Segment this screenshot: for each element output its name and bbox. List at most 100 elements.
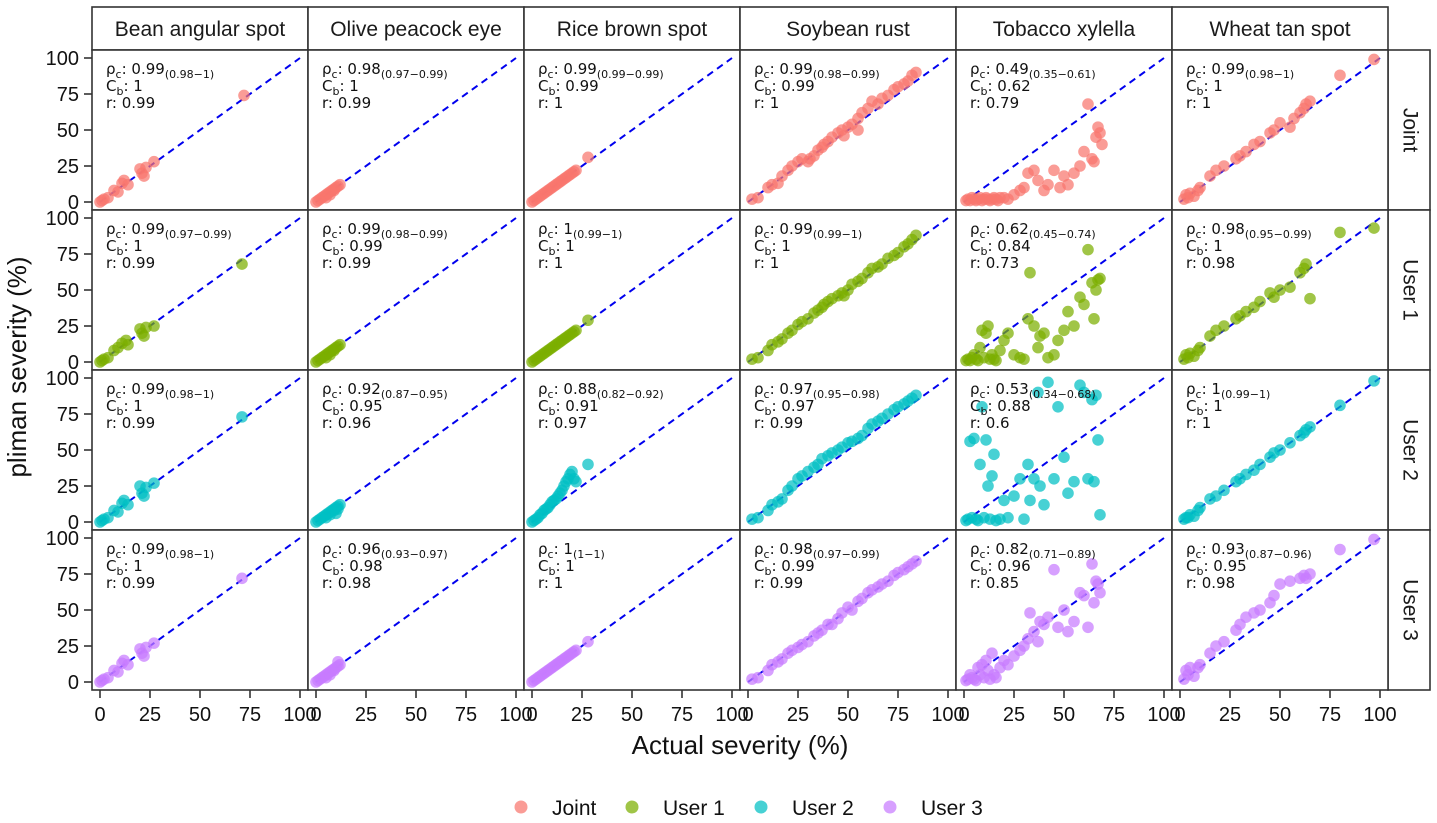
stat-r-value: 0.6 xyxy=(986,414,1010,432)
data-point xyxy=(1082,621,1094,634)
y-tick-label: 50 xyxy=(57,600,79,622)
stat-rho: ρc: 0.96(0.93−0.97) xyxy=(322,540,448,561)
data-point xyxy=(1062,625,1074,638)
data-point xyxy=(1274,444,1286,456)
stat-cb-value: 1 xyxy=(1213,397,1223,415)
data-point xyxy=(148,637,160,649)
y-tick-label: 25 xyxy=(57,316,79,338)
data-point xyxy=(990,671,1002,684)
data-point xyxy=(1042,376,1054,389)
data-point xyxy=(1194,341,1206,354)
data-point xyxy=(1034,480,1046,492)
x-tick-label: 50 xyxy=(405,704,427,726)
stat-cb-value: 1 xyxy=(349,77,359,95)
data-point xyxy=(974,341,986,354)
data-point xyxy=(1184,661,1196,674)
identity-line xyxy=(315,57,517,203)
y-tick-label: 50 xyxy=(57,120,79,142)
panel: ρc: 0.93(0.87−0.96)Cb: 0.95r: 0.98 xyxy=(1171,529,1389,691)
data-point xyxy=(1090,389,1102,402)
y-tick-label: 100 xyxy=(46,528,79,550)
stat-ci: (0.35−0.61) xyxy=(1029,68,1096,81)
stat-cb: Cb: 0.62 xyxy=(970,77,1031,98)
data-point xyxy=(804,153,816,165)
stat-rho-value: 0.97 xyxy=(779,380,812,398)
stat-r: r: 1 xyxy=(538,574,563,592)
data-point xyxy=(1094,509,1106,521)
row-strip-label: Joint xyxy=(1398,108,1421,153)
data-point xyxy=(138,650,150,662)
column-strip-label: Soybean rust xyxy=(786,18,910,41)
stat-rho-value: 0.98 xyxy=(347,60,380,78)
stat-ci: (1−1) xyxy=(573,548,605,561)
row-strips: Joint User 1 User 2 User 3 xyxy=(1387,49,1431,691)
data-point xyxy=(752,511,764,524)
data-point xyxy=(138,170,150,182)
data-point xyxy=(982,480,994,492)
x-tick-label: 25 xyxy=(139,704,161,726)
x-tick-label: 25 xyxy=(1003,704,1025,726)
data-point xyxy=(1300,258,1312,270)
stat-cb-value: 1 xyxy=(565,557,575,575)
stat-r-value: 0.99 xyxy=(338,94,371,112)
stat-rho: ρc: 0.53(0.34−0.68) xyxy=(970,380,1096,401)
panel: ρc: 0.82(0.71−0.89)Cb: 0.96r: 0.85 xyxy=(955,529,1173,691)
data-point xyxy=(1048,563,1060,576)
data-point xyxy=(1082,243,1094,256)
x-tick-label: 100 xyxy=(283,704,316,726)
data-point xyxy=(1254,295,1266,308)
data-point xyxy=(1028,625,1040,638)
stat-r-value: 0.96 xyxy=(338,414,371,432)
data-point xyxy=(1038,327,1050,340)
stat-rho-value: 0.49 xyxy=(995,60,1028,78)
data-point xyxy=(986,470,998,482)
x-tick-label: 0 xyxy=(1174,704,1185,726)
identity-line xyxy=(99,537,301,683)
stat-cb-value: 0.88 xyxy=(997,397,1030,415)
legend: Joint User 1 User 2 User 3 xyxy=(514,797,983,820)
stat-rho: ρc: 0.98(0.95−0.99) xyxy=(1186,220,1312,241)
stat-rho: ρc: 0.99(0.99−1) xyxy=(754,220,862,241)
data-point xyxy=(122,338,134,351)
data-point xyxy=(1018,513,1030,525)
stat-cb-value: 1 xyxy=(133,397,143,415)
stat-rho: ρc: 1(0.99−1) xyxy=(1186,380,1270,401)
stat-cb: Cb: 1 xyxy=(106,397,143,418)
stat-cb-value: 1 xyxy=(133,237,143,255)
stat-cb-value: 1 xyxy=(133,557,143,575)
data-point xyxy=(1094,272,1106,285)
x-tick-label: 75 xyxy=(239,704,261,726)
data-point xyxy=(112,506,124,518)
data-point xyxy=(570,475,582,488)
stat-cb: Cb: 1 xyxy=(106,237,143,258)
stat-ci: (0.87−0.95) xyxy=(381,388,448,401)
stat-rho: ρc: 0.49(0.35−0.61) xyxy=(970,60,1096,81)
x-tick-label: 100 xyxy=(1147,704,1180,726)
stat-ci: (0.82−0.92) xyxy=(597,388,664,401)
data-point xyxy=(752,671,764,684)
data-point xyxy=(112,666,124,678)
data-point xyxy=(1058,324,1070,337)
panel: ρc: 0.97(0.95−0.98)Cb: 0.97r: 0.99 xyxy=(739,369,957,531)
stat-rho-value: 0.53 xyxy=(995,380,1028,398)
data-point xyxy=(1082,98,1094,110)
stat-r-value: 1 xyxy=(770,254,780,272)
stat-ci: (0.97−0.99) xyxy=(381,68,448,81)
stat-r-value: 0.99 xyxy=(122,94,155,112)
x-tick-label: 50 xyxy=(1269,704,1291,726)
y-tick-label: 0 xyxy=(68,512,79,534)
row-strip-label: User 1 xyxy=(1398,259,1421,321)
panel: ρc: 0.88(0.82−0.92)Cb: 0.91r: 0.97 xyxy=(523,369,741,531)
stat-r: r: 0.96 xyxy=(322,414,371,432)
stat-cb: Cb: 0.99 xyxy=(322,237,383,258)
column-strips: Bean angular spot Olive peacock eye Rice b… xyxy=(91,6,1389,51)
stat-cb-value: 0.95 xyxy=(349,397,382,415)
stat-cb-value: 1 xyxy=(781,237,791,255)
stat-r-value: 1 xyxy=(1202,414,1212,432)
y-tick-label: 100 xyxy=(46,208,79,230)
x-tick-label: 50 xyxy=(1053,704,1075,726)
stat-r: r: 0.98 xyxy=(1186,574,1235,592)
data-point xyxy=(1018,181,1030,194)
data-point xyxy=(910,66,922,79)
